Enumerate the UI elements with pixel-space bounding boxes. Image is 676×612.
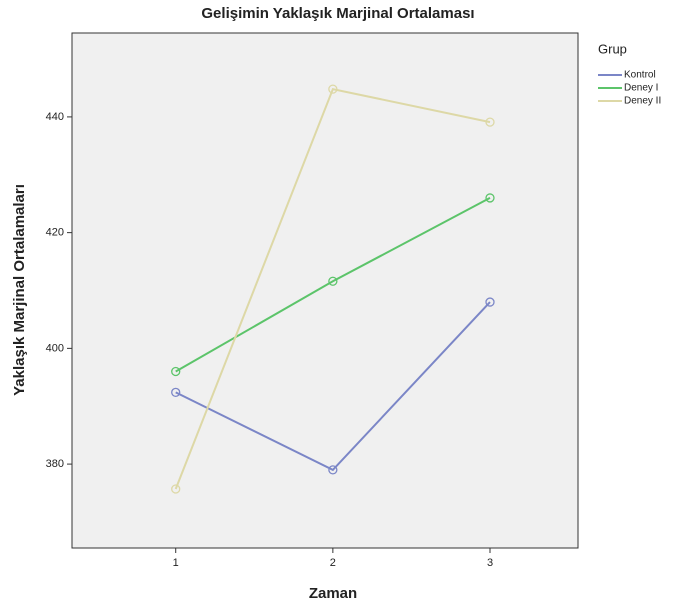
point [328, 465, 338, 475]
legend-label: Deney II [624, 96, 661, 107]
x-axis-label: Zaman [309, 585, 357, 602]
series-line [174, 87, 491, 490]
y-axis-label: Yaklaşık Marjinal Ortalamaları [11, 184, 28, 396]
x-tick-label: 2 [330, 557, 336, 569]
y-tick-label: 400 [46, 342, 64, 354]
x-tick-label: 1 [173, 557, 179, 569]
x-tick-label: 3 [487, 557, 493, 569]
legend-title: Grup [598, 41, 627, 56]
plot-area [71, 32, 579, 549]
chart-title: Gelişimin Yaklaşık Marjinal Ortalaması [201, 5, 474, 22]
y-tick-label: 420 [46, 227, 64, 239]
point [171, 387, 181, 397]
legend-label: Deney I [624, 83, 658, 94]
point [485, 297, 495, 307]
point [328, 276, 338, 286]
point [171, 366, 181, 377]
point [171, 484, 181, 494]
point [485, 117, 495, 127]
point [328, 84, 338, 94]
y-tick-label: 440 [46, 111, 64, 123]
point [485, 193, 495, 203]
legend-label: Kontrol [624, 70, 656, 81]
series-line [175, 301, 491, 472]
series-line [175, 197, 491, 373]
y-tick-label: 380 [46, 458, 64, 470]
